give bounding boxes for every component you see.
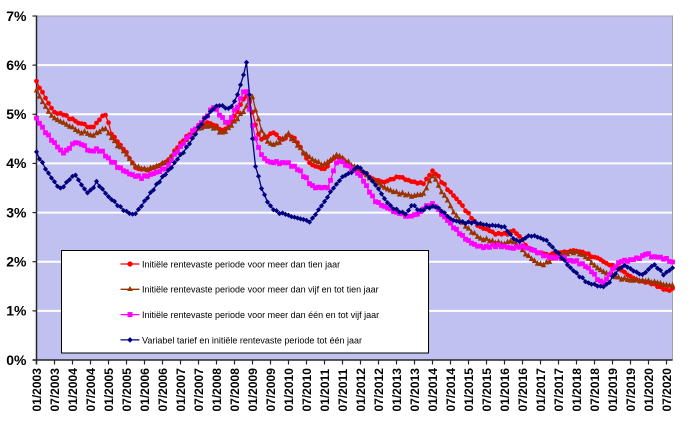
svg-text:07/2006: 07/2006: [156, 368, 170, 412]
svg-text:Initiële rentevaste periode vo: Initiële rentevaste periode voor meer da…: [142, 285, 379, 295]
svg-text:2%: 2%: [6, 254, 27, 270]
svg-text:0%: 0%: [6, 352, 27, 368]
svg-text:01/2010: 01/2010: [282, 368, 296, 412]
svg-text:01/2016: 01/2016: [498, 368, 512, 412]
svg-text:3%: 3%: [6, 204, 27, 220]
svg-text:07/2020: 07/2020: [660, 368, 674, 412]
svg-text:Variabel tarief en initiële re: Variabel tarief en initiële rentevaste p…: [142, 335, 362, 345]
svg-text:07/2003: 07/2003: [48, 368, 62, 412]
svg-text:01/2007: 01/2007: [174, 368, 188, 412]
svg-text:01/2006: 01/2006: [138, 368, 152, 412]
svg-text:07/2005: 07/2005: [120, 368, 134, 412]
svg-text:01/2014: 01/2014: [426, 368, 440, 412]
svg-text:01/2018: 01/2018: [570, 368, 584, 412]
svg-text:01/2003: 01/2003: [30, 368, 44, 412]
svg-text:07/2004: 07/2004: [84, 368, 98, 412]
svg-text:07/2015: 07/2015: [480, 368, 494, 412]
svg-text:07/2008: 07/2008: [228, 368, 242, 412]
svg-text:07/2012: 07/2012: [372, 368, 386, 412]
svg-text:Initiële rentevaste periode vo: Initiële rentevaste periode voor meer da…: [142, 310, 379, 320]
svg-text:01/2012: 01/2012: [354, 368, 368, 412]
svg-text:01/2013: 01/2013: [390, 368, 404, 412]
svg-text:5%: 5%: [6, 106, 27, 122]
svg-text:01/2019: 01/2019: [606, 368, 620, 412]
svg-text:01/2011: 01/2011: [318, 368, 332, 411]
svg-text:1%: 1%: [6, 303, 27, 319]
svg-text:07/2011: 07/2011: [336, 368, 350, 411]
svg-text:7%: 7%: [6, 8, 27, 24]
svg-text:01/2020: 01/2020: [642, 368, 656, 412]
svg-text:01/2009: 01/2009: [246, 368, 260, 412]
svg-text:07/2019: 07/2019: [624, 368, 638, 412]
svg-text:01/2004: 01/2004: [66, 368, 80, 412]
svg-text:4%: 4%: [6, 155, 27, 171]
svg-text:07/2010: 07/2010: [300, 368, 314, 412]
svg-text:07/2016: 07/2016: [516, 368, 530, 412]
svg-text:07/2014: 07/2014: [444, 368, 458, 412]
svg-text:6%: 6%: [6, 57, 27, 73]
svg-text:07/2013: 07/2013: [408, 368, 422, 412]
svg-text:01/2017: 01/2017: [534, 368, 548, 412]
svg-text:07/2009: 07/2009: [264, 368, 278, 412]
svg-text:01/2008: 01/2008: [210, 368, 224, 412]
svg-text:Initiële rentevaste periode vo: Initiële rentevaste periode voor meer da…: [142, 259, 340, 269]
svg-text:01/2015: 01/2015: [462, 368, 476, 412]
svg-text:01/2005: 01/2005: [102, 368, 116, 412]
svg-text:07/2018: 07/2018: [588, 368, 602, 412]
svg-text:07/2017: 07/2017: [552, 368, 566, 412]
svg-text:07/2007: 07/2007: [192, 368, 206, 412]
